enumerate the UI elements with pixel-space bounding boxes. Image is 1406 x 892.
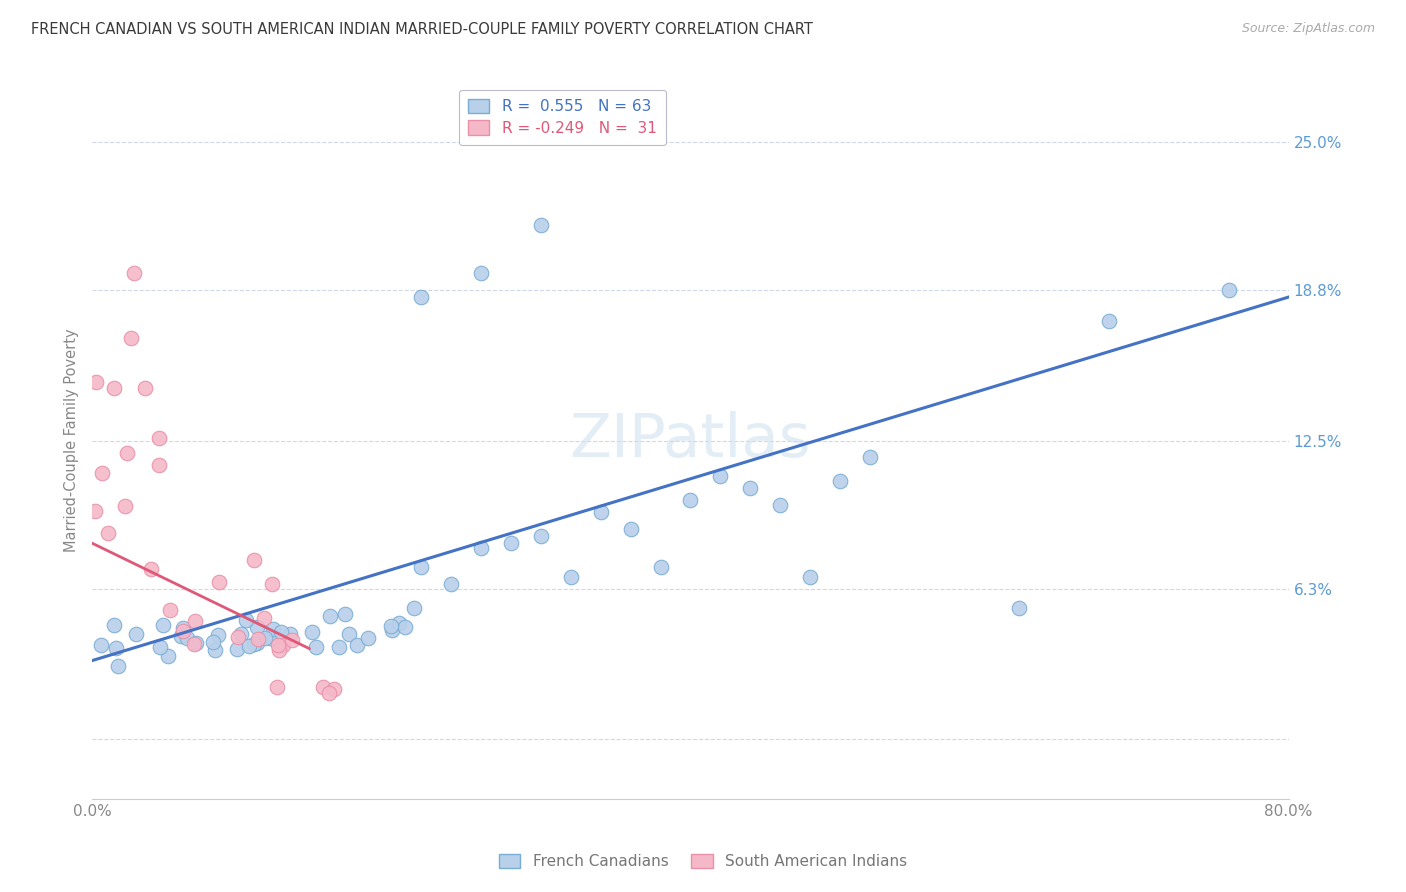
- Point: [105, 641, 128, 656]
- Point: [388, 616, 411, 631]
- Point: [115, 446, 138, 460]
- Point: [560, 570, 582, 584]
- Point: [122, 266, 145, 280]
- Point: [148, 458, 170, 472]
- Text: FRENCH CANADIAN VS SOUTH AMERICAN INDIAN MARRIED-COUPLE FAMILY POVERTY CORRELATI: FRENCH CANADIAN VS SOUTH AMERICAN INDIAN…: [31, 22, 813, 37]
- Point: [620, 522, 643, 536]
- Point: [204, 643, 226, 657]
- Point: [337, 627, 360, 641]
- Point: [828, 474, 851, 488]
- Point: [335, 607, 357, 621]
- Point: [262, 623, 284, 637]
- Point: [499, 536, 522, 550]
- Point: [530, 529, 553, 543]
- Point: [267, 638, 290, 652]
- Legend: French Canadians, South American Indians: French Canadians, South American Indians: [494, 847, 912, 875]
- Point: [346, 638, 368, 652]
- Point: [183, 637, 205, 651]
- Point: [357, 631, 380, 645]
- Point: [172, 620, 194, 634]
- Point: [114, 500, 136, 514]
- Point: [172, 624, 194, 638]
- Point: [184, 636, 207, 650]
- Point: [103, 381, 125, 395]
- Point: [411, 560, 433, 574]
- Point: [381, 623, 404, 637]
- Point: [404, 600, 426, 615]
- Point: [301, 624, 323, 639]
- Point: [380, 618, 402, 632]
- Point: [266, 680, 288, 694]
- Point: [267, 642, 290, 657]
- Point: [271, 639, 294, 653]
- Point: [262, 577, 284, 591]
- Point: [120, 331, 142, 345]
- Point: [530, 219, 553, 233]
- Point: [176, 632, 198, 646]
- Point: [152, 617, 174, 632]
- Point: [246, 632, 269, 646]
- Point: [243, 637, 266, 651]
- Point: [170, 629, 193, 643]
- Point: [84, 375, 107, 389]
- Point: [90, 639, 112, 653]
- Point: [243, 553, 266, 567]
- Point: [799, 570, 821, 584]
- Point: [97, 525, 120, 540]
- Point: [238, 639, 260, 653]
- Point: [229, 627, 252, 641]
- Point: [235, 613, 257, 627]
- Point: [107, 659, 129, 673]
- Point: [90, 466, 112, 480]
- Point: [679, 493, 702, 508]
- Point: [103, 618, 125, 632]
- Point: [83, 504, 105, 518]
- Point: [411, 290, 433, 304]
- Point: [134, 381, 156, 395]
- Point: [259, 631, 281, 645]
- Point: [159, 603, 181, 617]
- Point: [253, 611, 276, 625]
- Point: [207, 628, 229, 642]
- Point: [253, 632, 276, 646]
- Point: [1098, 314, 1121, 328]
- Point: [394, 619, 416, 633]
- Point: [139, 562, 162, 576]
- Point: [470, 541, 492, 555]
- Point: [278, 627, 301, 641]
- Point: [1218, 283, 1240, 297]
- Point: [312, 680, 335, 694]
- Point: [319, 608, 342, 623]
- Point: [184, 614, 207, 628]
- Point: [226, 631, 249, 645]
- Point: [281, 633, 304, 648]
- Point: [125, 626, 148, 640]
- Point: [740, 481, 762, 495]
- Point: [328, 640, 350, 654]
- Point: [470, 266, 492, 280]
- Point: [650, 560, 672, 574]
- Point: [709, 469, 731, 483]
- Point: [1008, 600, 1031, 615]
- Text: ZIPatlas: ZIPatlas: [569, 411, 811, 470]
- Point: [323, 682, 346, 697]
- Point: [270, 625, 292, 640]
- Point: [208, 575, 231, 590]
- Y-axis label: Married-Couple Family Poverty: Married-Couple Family Poverty: [65, 329, 79, 552]
- Point: [201, 634, 224, 648]
- Point: [157, 649, 180, 664]
- Point: [769, 498, 792, 512]
- Point: [246, 635, 269, 649]
- Point: [148, 431, 170, 445]
- Legend: R =  0.555   N = 63, R = -0.249   N =  31: R = 0.555 N = 63, R = -0.249 N = 31: [458, 89, 665, 145]
- Point: [440, 577, 463, 591]
- Point: [305, 640, 328, 654]
- Point: [149, 640, 172, 654]
- Point: [318, 686, 340, 700]
- Point: [859, 450, 882, 465]
- Point: [225, 641, 247, 656]
- Point: [589, 505, 612, 519]
- Point: [246, 620, 269, 634]
- Text: Source: ZipAtlas.com: Source: ZipAtlas.com: [1241, 22, 1375, 36]
